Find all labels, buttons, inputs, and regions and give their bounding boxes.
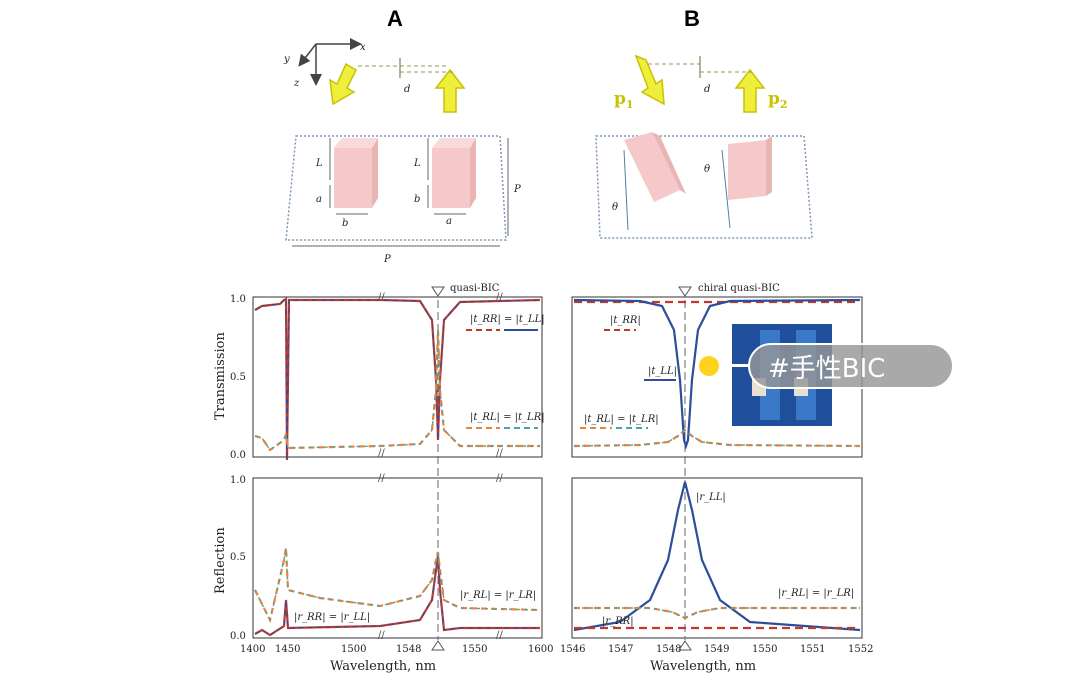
anno-b-t-rr: |t_RR| (610, 315, 641, 326)
chart-a-transmission-frame (252, 296, 543, 458)
anno-b-r-rr: |r_RR| (602, 616, 634, 627)
axis-x-label: x (360, 42, 366, 53)
axis-break-7: // (496, 473, 503, 484)
axis-z-label: z (293, 78, 300, 89)
anno-r-rl-lr: |r_RL| = |r_LR| (460, 590, 536, 601)
chiral-bic-marker-bottom (678, 640, 692, 651)
unit-cell-a: L a b L b a P P (285, 135, 521, 265)
xtick-a-1600: 1600 (528, 644, 553, 655)
ylabel-reflection: Reflection (213, 527, 228, 594)
coordinate-axes: x y z (283, 38, 366, 89)
curve-a-t-teal (254, 329, 540, 451)
anno-b-t-ll: |t_LL| (648, 366, 677, 377)
axis-break-6: // (496, 448, 503, 459)
dim-a-label-2: a (446, 216, 452, 227)
xtick-b-1547: 1547 (608, 644, 633, 655)
quasi-bic-marker-a (431, 286, 445, 297)
ytick-a-r-1: 1.0 (230, 475, 246, 486)
xtick-a-1450: 1450 (275, 644, 300, 655)
xtick-a-1500: 1500 (341, 644, 366, 655)
curve-a-t-blue (254, 298, 541, 461)
xtick-a-1548: 1548 (396, 644, 421, 655)
curve-a-r-teal (254, 547, 541, 623)
ylabel-transmission: Transmission (213, 332, 228, 420)
dim-l-label-1: L (315, 158, 323, 169)
tag-dot[interactable] (696, 353, 722, 379)
xtick-b-1549: 1549 (704, 644, 729, 655)
axis-break-1: // (378, 292, 385, 303)
anno-r-rr-ll: |r_RR| = |r_LL| (294, 612, 370, 623)
xtick-b-1548: 1548 (656, 644, 681, 655)
chart-a-reflection-frame (252, 477, 543, 639)
dim-b-label-2: b (414, 194, 420, 205)
curve-b-r-teal (574, 607, 860, 619)
unit-cell-b: θ θ (595, 132, 813, 239)
hashtag-pill[interactable]: #手性BIC (748, 343, 954, 389)
xlabel-b: Wavelength, nm (650, 659, 756, 674)
anno-t-rr-ll: |t_RR| = |t_LL| (470, 314, 545, 325)
dipole-arrow-down-a (329, 62, 357, 106)
axis-break-2: // (378, 448, 385, 459)
dim-theta-label-1: θ (612, 202, 618, 213)
curve-a-r-blue (254, 555, 540, 636)
curve-b-t-orange (573, 428, 861, 448)
chart-b-reflection-frame (571, 477, 863, 639)
xtick-b-1552: 1552 (848, 644, 873, 655)
dim-l-label-2: L (413, 158, 421, 169)
quasi-bic-marker-a-bottom (431, 640, 445, 651)
dim-b-label-1: b (342, 218, 348, 229)
panel-a-label: A (387, 6, 403, 31)
xtick-a-1400: 1400 (240, 644, 265, 655)
dipole-arrow-down-b (634, 54, 665, 106)
ytick-a-r-0: 0.0 (230, 631, 246, 642)
dipole-p1-label: p1 (614, 89, 634, 111)
xtick-b-1546: 1546 (560, 644, 585, 655)
dipole-arrow-up-b (734, 68, 766, 113)
tag-connector (720, 364, 750, 367)
dim-d-label-a: d (404, 84, 410, 95)
ytick-a-t-0: 0.0 (230, 450, 246, 461)
xtick-b-1550: 1550 (752, 644, 777, 655)
axis-y-label: y (283, 54, 290, 65)
axis-break-4: // (378, 630, 385, 641)
axis-break-5: // (496, 292, 503, 303)
anno-t-rl-lr: |t_RL| = |t_LR| (470, 412, 545, 423)
overlay-hashtag[interactable]: #手性BIC (694, 339, 958, 393)
xlabel-a: Wavelength, nm (330, 659, 436, 674)
xtick-a-1550: 1550 (462, 644, 487, 655)
ytick-a-t-05: 0.5 (230, 372, 246, 383)
dipole-p2-label: p2 (768, 89, 788, 111)
dim-d-label-b: d (704, 84, 710, 95)
axis-break-3: // (378, 473, 385, 484)
axis-break-8: // (496, 630, 503, 641)
curve-a-r-orange (254, 547, 541, 624)
dim-p-label-bottom: P (383, 254, 391, 265)
ytick-a-r-05: 0.5 (230, 552, 246, 563)
dim-theta-label-2: θ (704, 164, 710, 175)
chiral-bic-marker (678, 286, 692, 297)
anno-b-t-rl-lr: |t_RL| = |t_LR| (584, 414, 659, 425)
curve-a-t-orange (254, 329, 540, 452)
dim-p-label-side: P (513, 184, 521, 195)
panel-b-label: B (684, 6, 700, 31)
quasi-bic-label: quasi-BIC (450, 283, 500, 294)
curve-b-t-ll (573, 298, 861, 450)
curve-b-t-teal (573, 429, 861, 447)
ytick-a-t-1: 1.0 (230, 294, 246, 305)
anno-b-r-rl-lr: |r_RL| = |r_LR| (778, 588, 854, 599)
xtick-b-1551: 1551 (800, 644, 825, 655)
anno-b-r-ll: |r_LL| (696, 492, 726, 503)
dim-a-label-1: a (316, 194, 322, 205)
chiral-quasi-bic-label: chiral quasi-BIC (698, 283, 780, 294)
dipole-arrow-up-a (434, 68, 466, 113)
